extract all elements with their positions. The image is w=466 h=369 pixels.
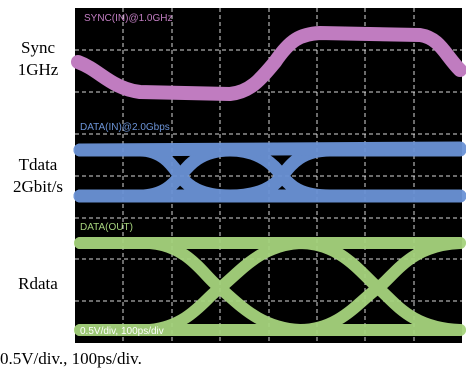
sync-trace-label: SYNC(IN)@1.0GHz — [84, 13, 173, 24]
rdata-trace-label: DATA(OUT) — [80, 222, 133, 233]
signal-name: Rdata — [18, 274, 58, 293]
caption: 0.5V/div., 100ps/div. — [0, 349, 142, 368]
signal-rate: 1GHz — [18, 60, 59, 79]
signal-name: Sync — [21, 38, 55, 57]
signal-name: Tdata — [19, 155, 58, 174]
figure: SYNC(IN)@1.0GHz DATA(IN)@2.0Gbps DATA(OU… — [0, 0, 466, 369]
signal-rate: 2Gbit/s — [13, 177, 63, 196]
scale-label: 0.5V/div, 100ps/div — [80, 326, 164, 337]
tdata-trace-label: DATA(IN)@2.0Gbps — [80, 122, 170, 133]
